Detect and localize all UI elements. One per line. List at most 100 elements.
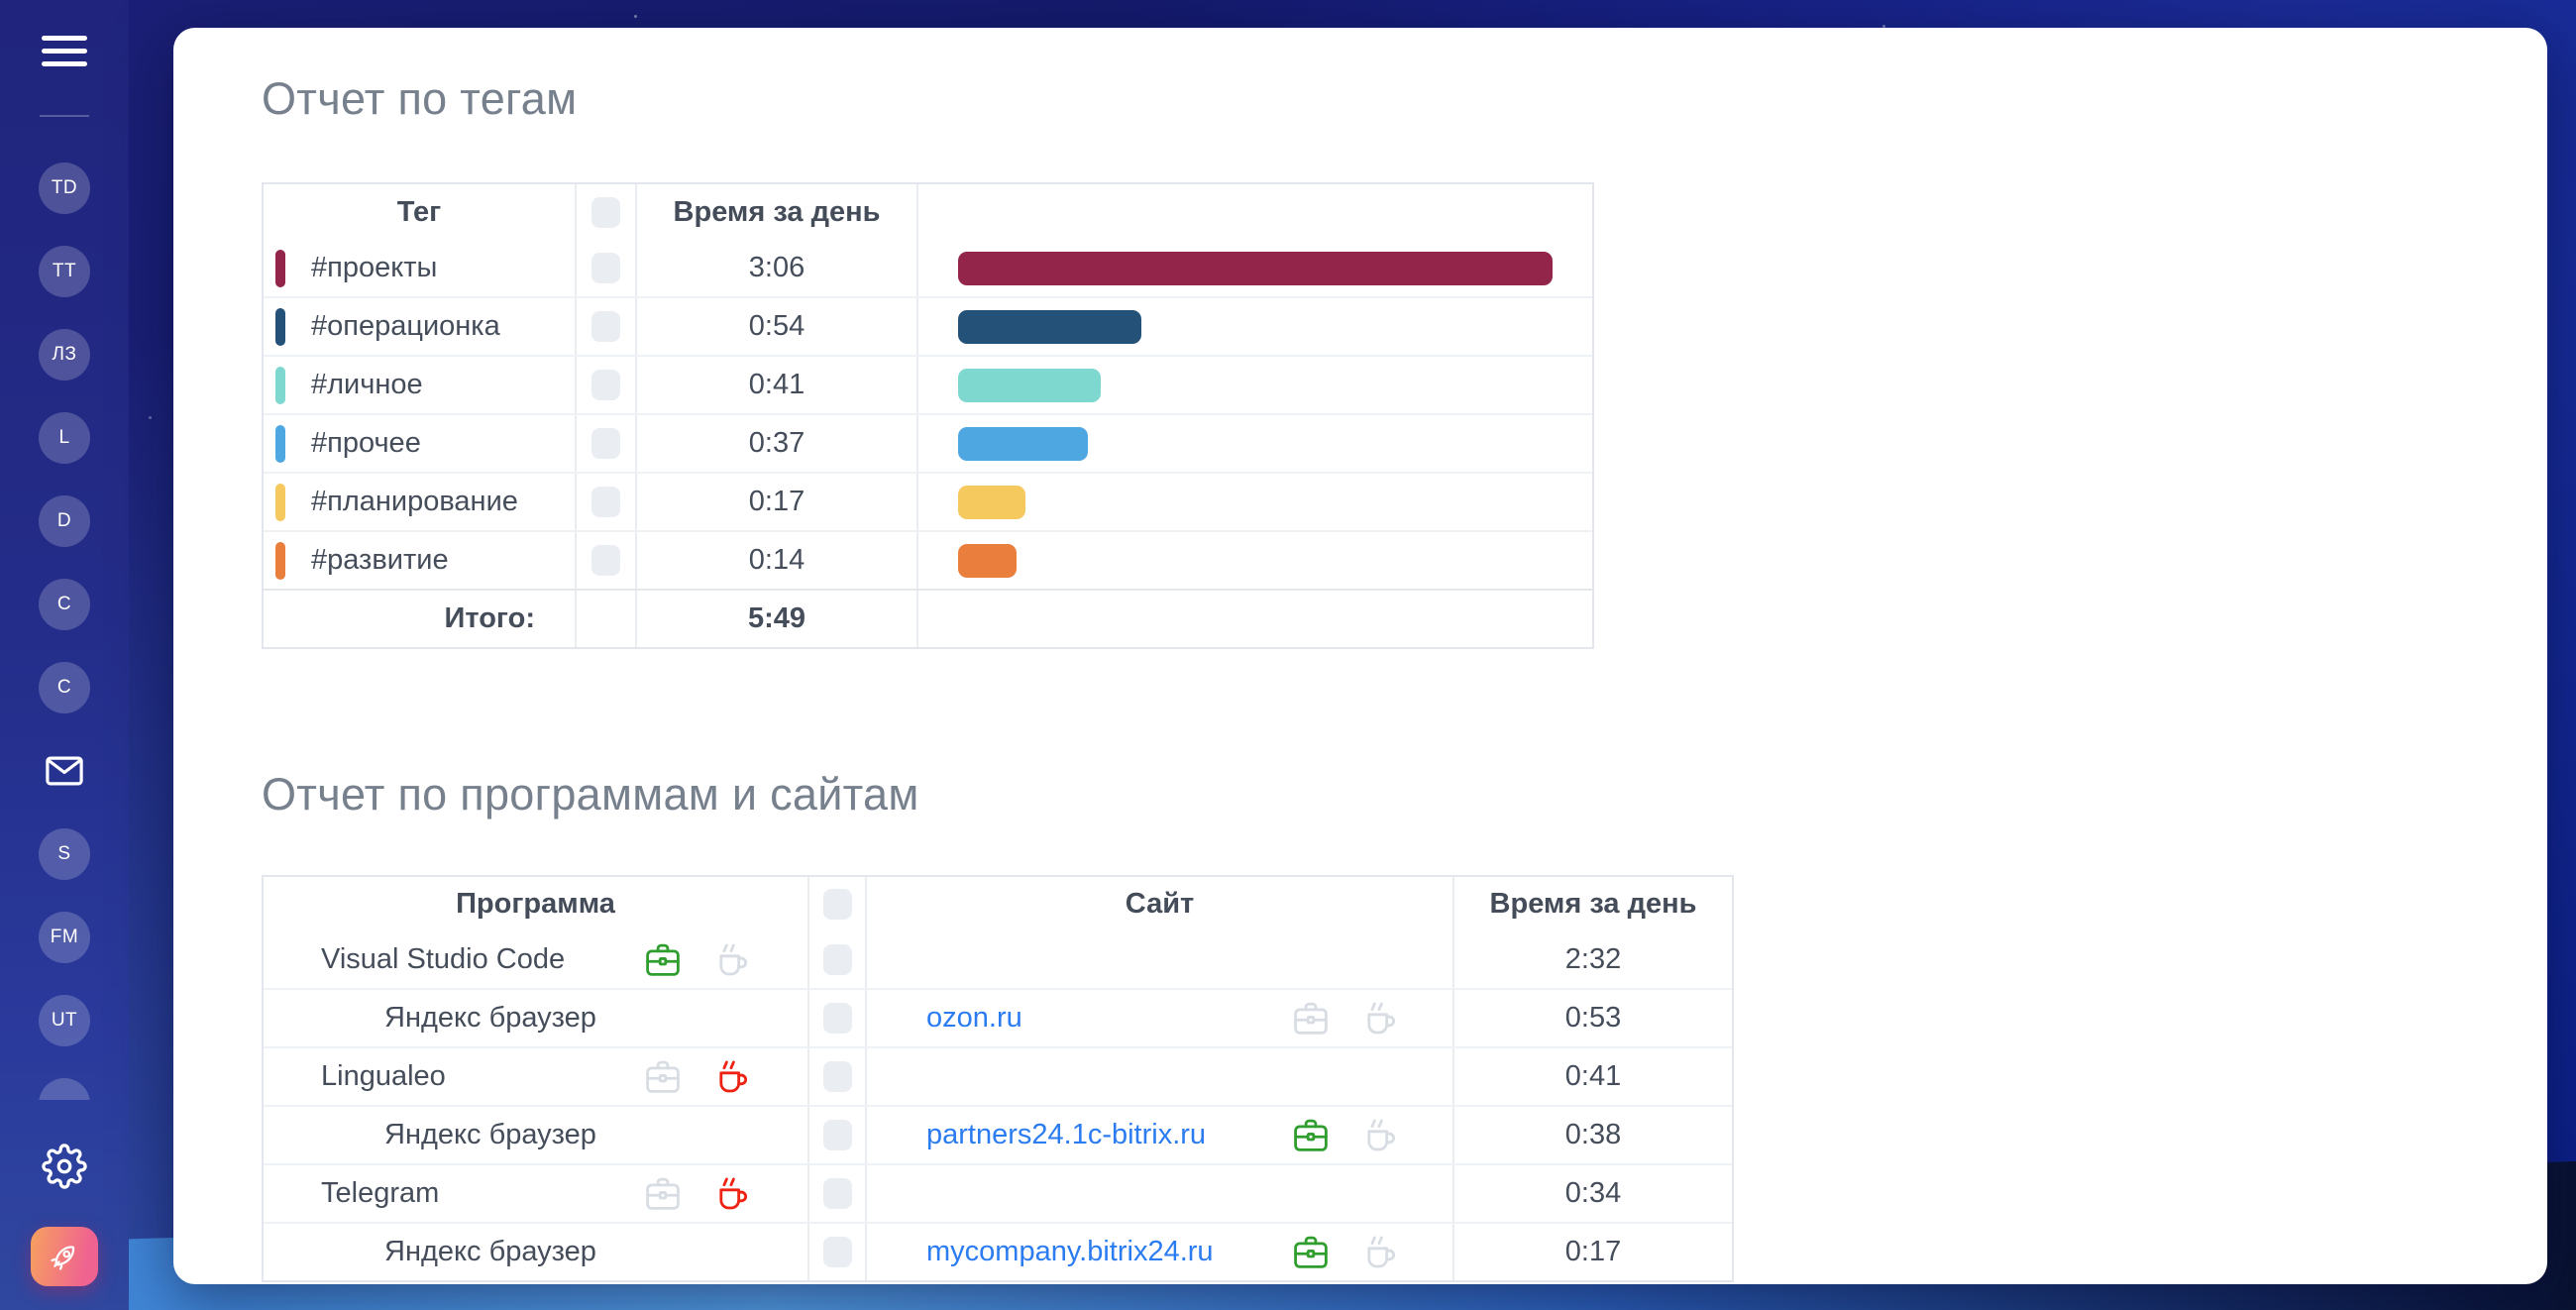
avatar-initials: FM	[50, 927, 79, 947]
programs-col-header-site: Сайт	[865, 877, 1452, 931]
tag-name: #операционка	[311, 310, 500, 342]
row-checkbox[interactable]	[591, 311, 620, 342]
tag-row: #проекты 3:06	[264, 240, 1592, 296]
tag-time-bar	[958, 485, 1026, 519]
tag-time: 3:06	[635, 240, 916, 296]
select-all-checkbox[interactable]	[822, 889, 852, 920]
briefcase-icon[interactable]	[642, 1056, 684, 1098]
briefcase-icon[interactable]	[1290, 1232, 1332, 1273]
program-classification-icons	[642, 1048, 753, 1105]
program-name: Яндекс браузер	[384, 1119, 596, 1150]
tag-time-bar	[958, 309, 1141, 344]
row-checkbox[interactable]	[591, 487, 620, 517]
tag-color-tick	[275, 483, 285, 521]
tag-row: #планирование 0:17	[264, 472, 1592, 530]
user-avatar[interactable]: TT	[39, 246, 90, 297]
tags-table-header: Тег Время за день	[264, 184, 1592, 240]
tag-time-bar	[958, 251, 1553, 285]
tags-table: Тег Время за день #проекты 3:06 #операци…	[262, 182, 1594, 649]
program-time: 0:38	[1452, 1107, 1732, 1163]
tag-time: 0:37	[635, 415, 916, 472]
program-row: Яндекс браузер ozon.ru 0:53	[264, 988, 1732, 1046]
coffee-cup-icon[interactable]	[1359, 998, 1401, 1039]
row-checkbox[interactable]	[822, 1120, 852, 1150]
user-avatar[interactable]: C	[39, 662, 90, 713]
tags-col-header-time: Время за день	[635, 184, 916, 240]
tag-time: 0:54	[635, 298, 916, 355]
tag-time-bar	[958, 426, 1089, 461]
program-row: Lingualeo 0:41	[264, 1046, 1732, 1105]
programs-col-header-program: Программа	[456, 888, 615, 920]
tag-row: #операционка 0:54	[264, 296, 1592, 355]
avatar-initials: TD	[51, 177, 78, 198]
row-checkbox[interactable]	[591, 545, 620, 576]
program-time: 0:41	[1452, 1048, 1732, 1105]
sidebar: TD TT ЛЗ L D C C S FM UT	[0, 0, 129, 1310]
program-row: Visual Studio Code 2:32	[264, 931, 1732, 988]
tag-color-tick	[275, 307, 285, 346]
row-checkbox[interactable]	[591, 428, 620, 459]
tag-name: #личное	[311, 369, 423, 400]
rocket-button[interactable]	[31, 1227, 98, 1286]
avatar-initials: ЛЗ	[52, 344, 77, 365]
briefcase-icon[interactable]	[1290, 1115, 1332, 1156]
user-avatar[interactable]: FM	[39, 912, 90, 963]
program-classification-icons	[642, 1165, 753, 1222]
site-classification-icons	[1290, 990, 1401, 1046]
settings-gear-icon[interactable]	[42, 1144, 87, 1189]
tag-color-tick	[275, 366, 285, 404]
sidebar-divider	[40, 115, 89, 117]
row-checkbox[interactable]	[591, 253, 620, 283]
coffee-cup-icon[interactable]	[711, 1056, 753, 1098]
coffee-cup-icon[interactable]	[711, 939, 753, 981]
tag-row: #развитие 0:14	[264, 530, 1592, 589]
avatar-initials: D	[56, 510, 72, 531]
user-avatar[interactable]: TD	[39, 163, 90, 214]
site-link[interactable]: ozon.ru	[926, 1002, 1022, 1034]
tag-name: #прочее	[311, 427, 421, 459]
site-link[interactable]: mycompany.bitrix24.ru	[926, 1236, 1214, 1267]
site-link[interactable]: partners24.1c-bitrix.ru	[926, 1119, 1207, 1150]
report-card: Отчет по тегам Тег Время за день #проект…	[173, 28, 2547, 1284]
menu-hamburger-icon[interactable]	[42, 36, 87, 67]
tag-time-bar	[958, 543, 1018, 578]
row-checkbox[interactable]	[822, 1061, 852, 1092]
user-avatar[interactable]: UT	[39, 995, 90, 1046]
programs-col-header-time: Время за день	[1452, 877, 1732, 931]
coffee-cup-icon[interactable]	[1359, 1232, 1401, 1273]
briefcase-icon[interactable]	[642, 1173, 684, 1215]
tags-table-body: #проекты 3:06 #операционка 0:54 #личное …	[264, 240, 1592, 589]
mail-envelope-icon[interactable]	[39, 745, 90, 797]
briefcase-icon[interactable]	[642, 939, 684, 981]
row-checkbox[interactable]	[591, 370, 620, 400]
row-checkbox[interactable]	[822, 1003, 852, 1034]
tag-time: 0:14	[635, 532, 916, 589]
user-avatar[interactable]: S	[39, 828, 90, 880]
user-avatar[interactable]: L	[39, 412, 90, 464]
tag-row: #личное 0:41	[264, 355, 1592, 413]
row-checkbox[interactable]	[822, 944, 852, 975]
user-avatar[interactable]: C	[39, 579, 90, 630]
user-avatar[interactable]: ЛЗ	[39, 329, 90, 381]
tag-row: #прочее 0:37	[264, 413, 1592, 472]
user-avatar[interactable]	[39, 1078, 90, 1100]
tag-name: #проекты	[311, 252, 438, 283]
avatar-initials: L	[58, 427, 70, 448]
rocket-icon	[51, 1246, 75, 1270]
row-checkbox[interactable]	[822, 1237, 852, 1267]
program-time: 2:32	[1452, 931, 1732, 988]
site-classification-icons	[1290, 1224, 1401, 1280]
coffee-cup-icon[interactable]	[711, 1173, 753, 1215]
program-time: 0:53	[1452, 990, 1732, 1046]
program-row: Telegram 0:34	[264, 1163, 1732, 1222]
row-checkbox[interactable]	[822, 1178, 852, 1209]
briefcase-icon[interactable]	[1290, 998, 1332, 1039]
coffee-cup-icon[interactable]	[1359, 1115, 1401, 1156]
tag-color-tick	[275, 249, 285, 287]
user-avatar[interactable]: D	[39, 495, 90, 547]
tags-col-header-tag: Тег	[396, 195, 442, 228]
programs-table-body: Visual Studio Code 2:32	[264, 931, 1732, 1280]
select-all-checkbox[interactable]	[591, 196, 620, 228]
tag-time: 0:41	[635, 357, 916, 413]
avatar-initials: C	[56, 677, 72, 698]
